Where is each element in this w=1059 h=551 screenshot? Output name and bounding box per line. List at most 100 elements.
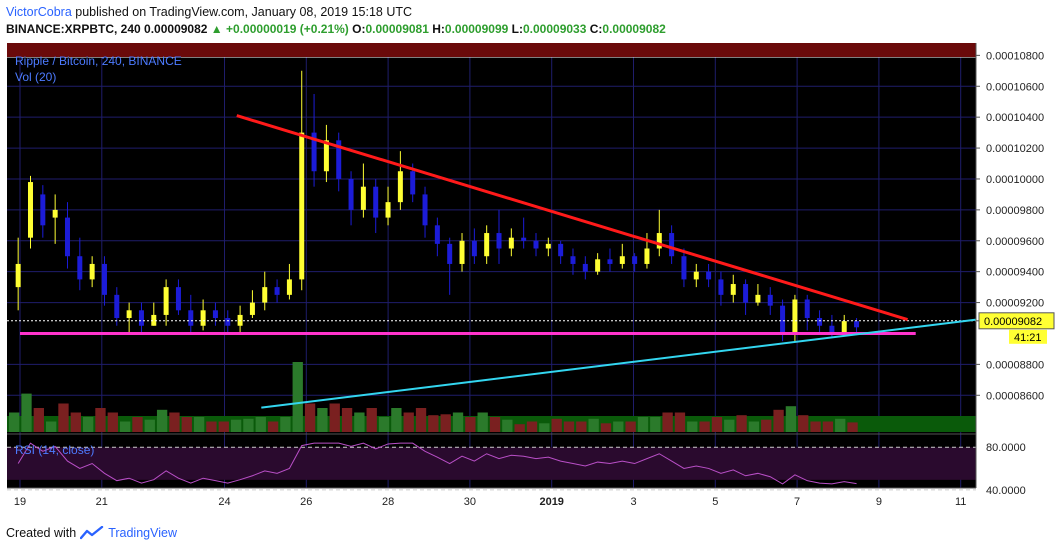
candle [570, 248, 576, 275]
candle [188, 294, 194, 334]
volume-bar [711, 417, 723, 432]
volume-bar [292, 362, 303, 432]
rsi-tick-label: 80.0000 [986, 442, 1026, 454]
candle [138, 302, 144, 334]
up-arrow-icon: ▲ [210, 22, 223, 36]
price-tick-label: 0.00010000 [986, 174, 1044, 186]
volume-bar [662, 412, 673, 432]
volume-bar [329, 403, 340, 432]
volume-legend: Vol (20) [15, 70, 56, 84]
trend-lines[interactable] [7, 114, 990, 409]
volume-bar [835, 418, 846, 432]
volume-bar [82, 417, 94, 432]
time-tick-label: 19 [14, 496, 26, 508]
candle [545, 237, 551, 257]
candle [841, 314, 847, 334]
volume-bar [391, 408, 402, 432]
volume-bar [736, 415, 747, 432]
volume-bar [255, 417, 266, 432]
volume-bar [132, 417, 143, 432]
close-label: C: [589, 22, 603, 36]
price-tick-label: 0.00009800 [986, 205, 1044, 217]
publish-info: VictorCobra published on TradingView.com… [6, 5, 412, 19]
candle [64, 202, 70, 269]
volume-bar [9, 412, 20, 432]
volume-bar [33, 408, 44, 432]
volume-bar [810, 421, 821, 432]
candle [706, 263, 712, 288]
open-value: 0.00009081 [365, 22, 429, 36]
candle [804, 294, 810, 331]
candle [533, 233, 539, 257]
volume-bar [144, 419, 155, 432]
candle [373, 178, 379, 234]
low-value: 0.00009033 [522, 22, 587, 36]
price-tick-label: 0.00010600 [986, 81, 1044, 93]
volume-bar [21, 393, 32, 432]
price-axis[interactable]: 0.00010800 0.00010600 0.00010400 0.00010200… [975, 40, 1059, 514]
footer: Created with TradingView [6, 526, 177, 540]
volume-bar [724, 419, 735, 432]
time-tick-label: 11 [955, 496, 966, 508]
volume-bar [465, 417, 476, 432]
time-tick-label: 7 [794, 496, 800, 508]
volume-bar [218, 421, 229, 432]
rsi-pane [7, 433, 976, 491]
volume-bar [847, 422, 858, 432]
candle [558, 240, 564, 264]
volume-bar [502, 419, 513, 432]
tradingview-brand[interactable]: TradingView [108, 526, 177, 540]
candle [336, 132, 342, 192]
candle [151, 302, 157, 326]
volume-bar [687, 421, 698, 432]
time-tick-label: 21 [96, 496, 108, 508]
price-tick-label: 0.00009200 [986, 298, 1044, 310]
candle [730, 274, 736, 303]
candle [582, 256, 588, 280]
candle [360, 163, 366, 218]
volume-bar [107, 412, 118, 432]
candle [496, 209, 502, 264]
volume-bar [785, 406, 797, 432]
author-link[interactable]: VictorCobra [6, 5, 72, 19]
rsi-tick-label: 40.0000 [986, 485, 1026, 497]
volume-bar [489, 417, 501, 432]
rising-support-line[interactable] [261, 317, 990, 409]
volume-bar [699, 421, 710, 432]
volume-bar [440, 414, 451, 432]
last-price-label: 0.00009082 [984, 316, 1042, 328]
candle [77, 237, 83, 291]
candle [718, 271, 724, 306]
candle [669, 225, 675, 264]
volume-bar [45, 421, 57, 432]
volume-bar [193, 417, 205, 432]
candle [15, 237, 21, 311]
candle [114, 287, 120, 326]
candle [595, 253, 601, 275]
volume-bar [798, 415, 809, 432]
volume-bar [119, 421, 131, 432]
volume-bar [169, 412, 180, 432]
candle [767, 287, 773, 315]
candle [817, 310, 823, 334]
top-band [7, 43, 976, 57]
volume-bar [230, 419, 242, 432]
volume-bar [267, 421, 279, 432]
candle [323, 124, 329, 183]
volume-bar [613, 421, 624, 432]
volume-bar [748, 421, 760, 432]
candle [89, 256, 95, 288]
volume-bar [674, 412, 686, 432]
time-axis[interactable]: 19 21 24 26 28 30 2019 3 5 7 9 11 [7, 487, 976, 508]
price-chart[interactable]: 0.00010800 0.00010600 0.00010400 0.00010200… [0, 40, 1059, 514]
volume-bar [637, 417, 649, 432]
volume-bar [403, 412, 414, 432]
chart-legend: Ripple / Bitcoin, 240, BINANCE [15, 54, 182, 68]
volume-bar [70, 412, 81, 432]
price-tick-label: 0.00008600 [986, 390, 1044, 402]
descending-resistance-line[interactable] [236, 114, 908, 322]
candle [447, 237, 453, 295]
candle [434, 217, 440, 257]
tradingview-logo-icon [80, 526, 104, 540]
volume-bar [378, 417, 390, 432]
